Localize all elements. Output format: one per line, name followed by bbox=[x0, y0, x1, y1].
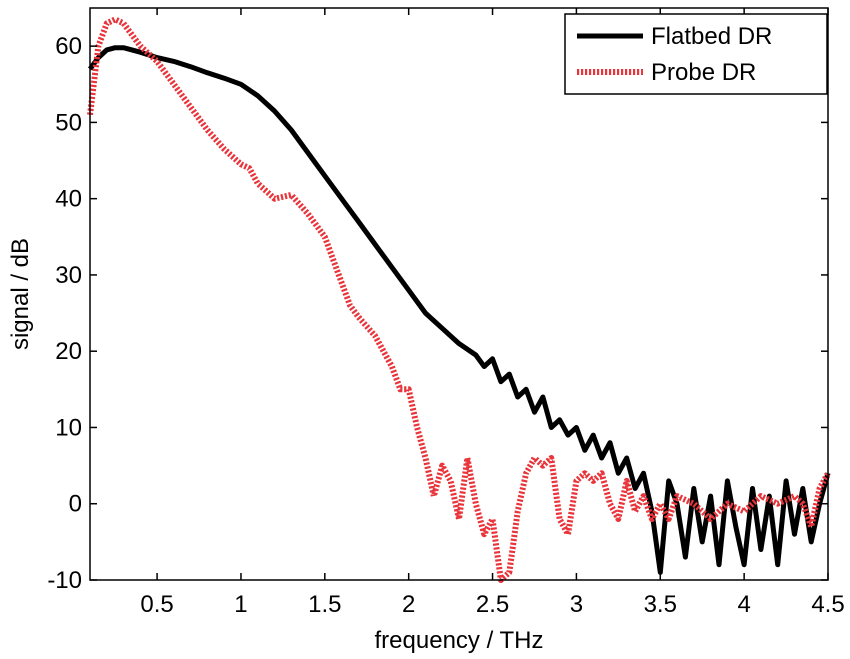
y-tick-label: 60 bbox=[55, 33, 82, 60]
plot-area-frame bbox=[89, 7, 829, 581]
x-tick-label: 4.5 bbox=[811, 591, 844, 618]
legend-label-flatbed-dr: Flatbed DR bbox=[651, 23, 772, 50]
y-tick-label: 50 bbox=[55, 109, 82, 136]
x-tick-label: 2 bbox=[402, 591, 415, 618]
y-axis-title: signal / dB bbox=[7, 238, 34, 350]
legend-label-probe-dr: Probe DR bbox=[651, 59, 756, 86]
x-tick-label: 2.5 bbox=[476, 591, 509, 618]
x-tick-label: 0.5 bbox=[140, 591, 173, 618]
series-line-probe-dr bbox=[87, 16, 831, 583]
tick-label-layer: 0.5 1 1.5 2 2.5 3 3.5 4 4.5 -10 0 10 20 30 40 50 60 bbox=[47, 33, 844, 618]
x-tick-label: 1.5 bbox=[308, 591, 341, 618]
x-tick-label: 3.5 bbox=[644, 591, 677, 618]
legend: Flatbed DR Probe DR bbox=[564, 13, 828, 95]
y-tick-label: -10 bbox=[47, 567, 82, 594]
y-tick-label: 20 bbox=[55, 338, 82, 365]
x-tick-label: 1 bbox=[234, 591, 247, 618]
y-tick-label: 0 bbox=[69, 491, 82, 518]
series-line-flatbed-dr bbox=[87, 45, 831, 575]
series-layer bbox=[87, 16, 831, 583]
tick-layer bbox=[90, 8, 829, 581]
x-tick-label: 3 bbox=[570, 591, 583, 618]
x-tick-label: 4 bbox=[737, 591, 750, 618]
x-axis-title: frequency / THz bbox=[375, 627, 544, 654]
legend-box bbox=[564, 13, 828, 95]
y-tick-label: 30 bbox=[55, 262, 82, 289]
y-tick-label: 40 bbox=[55, 186, 82, 213]
y-tick-label: 10 bbox=[55, 414, 82, 441]
